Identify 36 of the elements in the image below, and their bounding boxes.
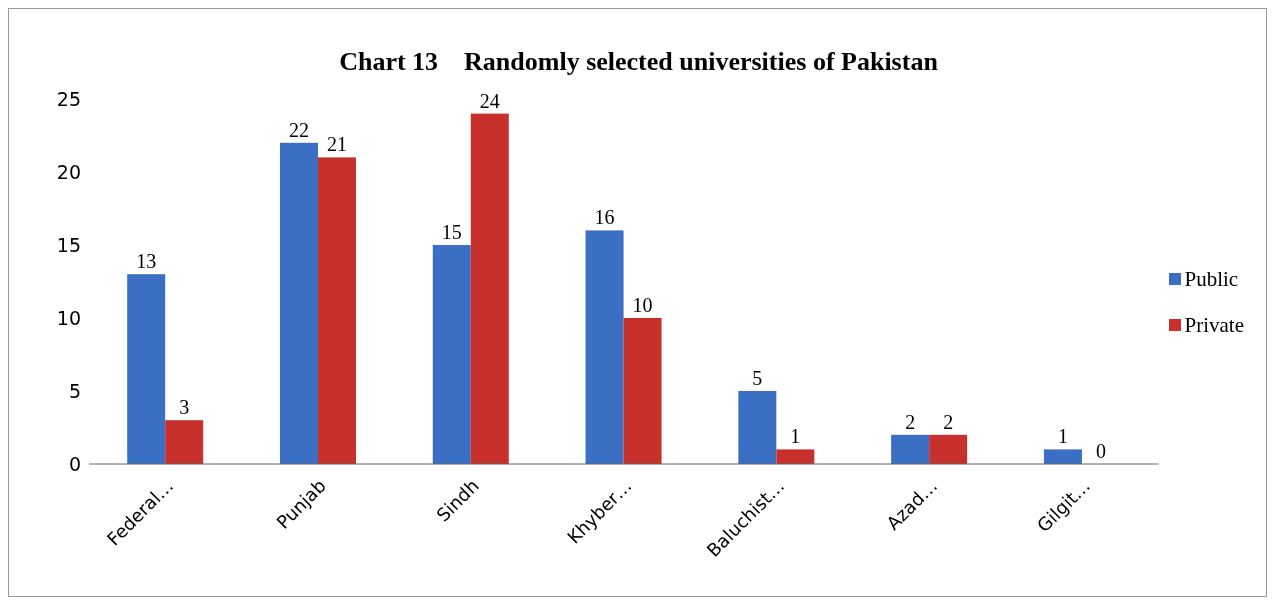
data-label: 24 — [479, 89, 500, 112]
data-label: 21 — [326, 133, 347, 156]
bar — [470, 113, 509, 464]
bar — [127, 274, 166, 464]
bar — [776, 449, 815, 464]
data-label: 3 — [179, 396, 190, 419]
data-label: 5 — [752, 367, 763, 389]
chart-title: Chart 13 Randomly selected universities of Pakistan — [338, 47, 939, 77]
bar — [165, 420, 204, 464]
data-label: 1 — [1057, 425, 1068, 448]
data-label: 16 — [594, 206, 615, 229]
data-label: 0 — [1095, 440, 1106, 462]
data-label: 15 — [441, 221, 462, 243]
bar — [623, 318, 662, 464]
bar — [432, 245, 471, 464]
data-label: 22 — [288, 118, 309, 141]
bar — [585, 230, 624, 464]
y-tick-label: 25 — [56, 87, 81, 110]
bar — [1043, 449, 1082, 464]
bar — [279, 142, 318, 464]
bar — [929, 434, 968, 464]
data-label: 10 — [632, 294, 653, 316]
y-tick-label: 15 — [56, 233, 81, 256]
legend-label: Public — [1184, 265, 1239, 293]
y-tick-label: 10 — [56, 306, 81, 329]
y-tick-label: 20 — [56, 160, 81, 183]
data-label: 2 — [943, 410, 954, 433]
data-label: 13 — [136, 250, 157, 273]
data-label: 1 — [790, 425, 801, 448]
bar — [738, 391, 777, 464]
y-tick-label: 0 — [68, 452, 81, 475]
y-tick-label: 5 — [68, 379, 81, 402]
bar — [317, 157, 356, 464]
bar — [891, 434, 930, 464]
legend-label: Private — [1184, 311, 1244, 339]
data-label: 2 — [905, 410, 916, 433]
